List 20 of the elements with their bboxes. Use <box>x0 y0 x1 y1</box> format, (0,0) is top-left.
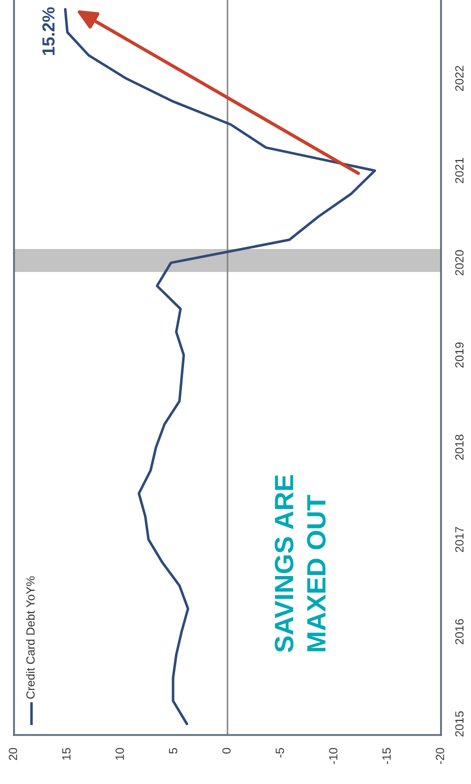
y-tick-label: 2019 <box>455 342 464 368</box>
y-tick-label: 2021 <box>455 158 464 184</box>
x-tick-label: -10 <box>329 748 338 764</box>
y-tick-label: 2017 <box>455 526 464 552</box>
data-label: 15.2% <box>42 7 55 55</box>
text: Credit Card Debt YoY% <box>26 576 35 699</box>
x-tick-label: -20 <box>436 748 444 764</box>
annotation: SAVINGS ARE MAXED OUT <box>274 475 326 652</box>
x-tick-label: 15 <box>62 748 71 760</box>
y-tick-label: 2020 <box>455 250 464 276</box>
y-tick-label: 2022 <box>455 66 464 91</box>
x-tick-label: -15 <box>382 748 391 764</box>
y-tick-label: 2018 <box>455 434 464 460</box>
x-tick-label: 10 <box>116 748 124 760</box>
x-tick-label: 0 <box>222 748 231 754</box>
x-tick-label: 5 <box>169 748 178 754</box>
y-tick-label: 2015 <box>455 711 464 736</box>
x-tick-label: -5 <box>276 748 284 758</box>
x-tick-label: 20 <box>8 748 18 760</box>
y-tick-label: 2016 <box>455 619 464 644</box>
